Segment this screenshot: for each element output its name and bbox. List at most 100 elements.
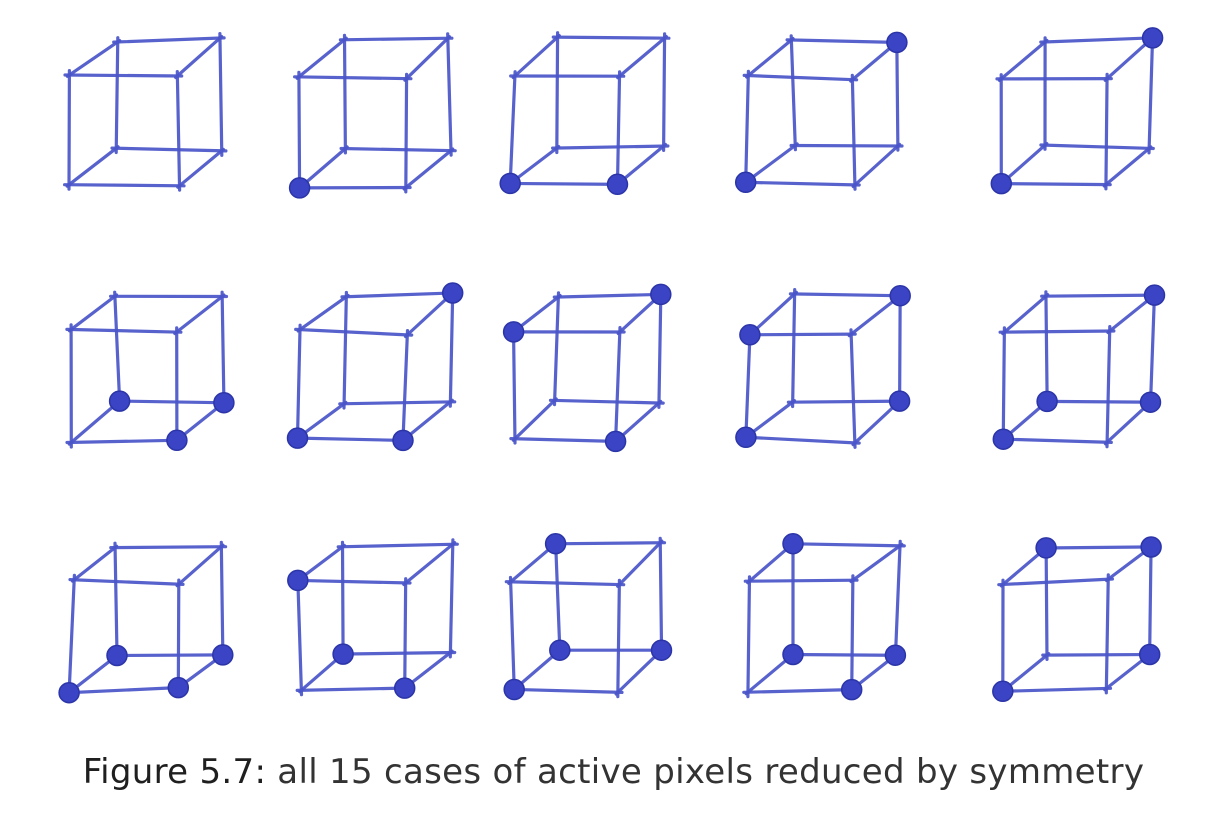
cube-edge [1039,36,1159,44]
active-vertex-dot [888,390,911,412]
cube-edge [1040,545,1157,550]
cube-edge [175,543,225,588]
active-vertex-dot [782,532,804,555]
cube-edge [787,542,906,548]
cube-edge [297,70,302,194]
cube-edge [404,72,409,194]
active-vertex-dot [502,321,525,343]
cube-edge [742,687,858,694]
active-vertex-dot [606,173,629,196]
cube-edge [508,70,517,190]
active-vertex-dot [106,644,128,667]
active-vertex-dot [1141,27,1164,49]
cube-edge [613,326,622,448]
active-vertex-dot [735,426,757,449]
active-vertex-dot [213,391,235,414]
cube-edge [112,36,226,44]
active-vertex-dot [992,680,1014,703]
cube-case-11 [58,540,234,704]
cube-edge [1105,325,1112,449]
cube-edge [744,332,857,337]
cube-edge [218,31,224,157]
cube-edge [403,577,408,694]
cube-edge [65,38,122,78]
cube-case-10 [992,284,1166,450]
cube-edge [1044,290,1049,408]
cube-edge [998,329,1116,334]
cube-edge [70,544,119,583]
active-vertex-dot [889,284,911,307]
cube-edge [996,686,1113,694]
cube-edge [1001,293,1050,336]
active-vertex-dot [650,639,673,661]
cube-edge [342,33,347,155]
cube-edge [849,542,904,584]
active-vertex-dot [739,324,761,346]
active-vertex-dot [108,390,131,412]
cube-edge [508,575,517,696]
cube-edge [403,35,452,82]
cube-edge [551,35,671,40]
cube-case-12 [287,538,459,699]
cube-edge [504,181,624,186]
cube-edge [897,289,902,407]
active-vertex-dot [884,644,907,666]
cube-edge [509,437,622,444]
active-vertex-dot [287,569,309,592]
cube-edge [555,31,560,155]
cube-edge [744,36,795,79]
active-vertex-dot [990,172,1013,195]
cube-edge [65,145,120,188]
cube-edge [1104,573,1110,695]
cube-edge [850,574,855,696]
cube-edge [849,328,857,449]
cube-edge [850,73,857,191]
cube-edge [1147,31,1155,155]
cube-edge [339,146,457,153]
cube-edge [1039,143,1155,151]
cube-edge [616,34,669,80]
cube-edge [176,578,181,694]
active-vertex-dot [840,678,863,701]
cube-edge [1147,541,1153,661]
cube-edge [448,287,455,408]
cube-edge [174,34,224,80]
cube-edge [1040,293,1161,298]
active-vertex-dot [544,532,567,555]
cube-case-3 [499,31,671,196]
cube-edge [67,573,77,699]
cube-case-2 [288,32,457,199]
active-vertex-dot [604,430,627,453]
cube-edge [295,36,348,80]
active-vertex-dot [1139,391,1162,413]
cube-edge [1148,289,1157,409]
cube-edge [293,75,413,81]
cube-edge [294,327,414,337]
cube-edge [785,38,903,45]
cube-edge [336,542,459,549]
cube-edge [446,32,453,157]
cube-edge [291,436,409,443]
cube-edge [173,293,226,336]
cube-edge [113,399,230,405]
cube-edge [1001,326,1007,445]
cube-edge [113,541,119,662]
cube-edge [997,38,1049,83]
cube-edge [219,540,225,661]
cube-edge [62,183,186,188]
cube-edge [997,577,1115,587]
cube-edge [65,327,183,334]
cube-edge [111,653,229,658]
cube-edge [742,73,859,82]
cube-edge [657,288,663,409]
cube-edge [401,329,410,447]
cube-edge [511,326,517,445]
active-vertex-dot [58,681,80,704]
cube-edge [338,36,454,42]
cube-edge [511,397,558,442]
cube-edge [1041,399,1157,404]
cube-case-6 [65,290,235,452]
active-vertex-dot [392,429,414,452]
cube-edge [65,438,183,445]
cube-edge [552,291,561,407]
